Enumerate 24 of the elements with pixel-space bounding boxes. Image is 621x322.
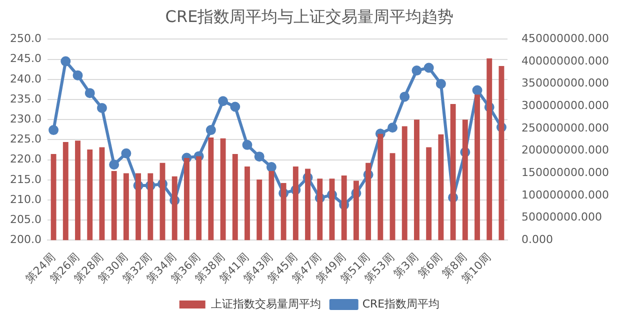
y2-tick-label: 250000000.000 xyxy=(522,121,610,134)
y-tick-label: 215.0 xyxy=(10,172,42,186)
legend-label: 上证指数交易量周平均 xyxy=(210,297,321,310)
y-tick-label: 205.0 xyxy=(10,212,42,226)
y-tick-label: 235.0 xyxy=(10,92,42,106)
y2-tick-label: 400000000.000 xyxy=(522,54,610,68)
y-tick-label: 250.0 xyxy=(10,32,42,46)
y-tick-label: 210.0 xyxy=(10,192,42,206)
y-tick-label: 230.0 xyxy=(10,112,42,126)
y-tick-label: 245.0 xyxy=(10,52,42,66)
y2-tick-label: 200000000.000 xyxy=(522,144,610,157)
y2-tick-label: 450000000.000 xyxy=(522,32,610,46)
y2-tick-label: 50000000.000 xyxy=(522,210,602,224)
y2-tick-label: 0.000 xyxy=(522,233,554,246)
y2-tick-label: 350000000.000 xyxy=(522,76,610,90)
y-tick-label: 220.0 xyxy=(10,152,42,166)
y-tick-label: 225.0 xyxy=(10,132,42,146)
y2-tick-label: 150000000.000 xyxy=(522,166,610,180)
legend-label: CRE指数周平均 xyxy=(362,297,440,310)
y-tick-label: 240.0 xyxy=(10,72,42,86)
chart-title: CRE指数周平均与上证交易量周平均趋势 xyxy=(165,6,454,26)
y2-tick-label: 100000000.000 xyxy=(522,188,610,202)
y-tick-label: 200.0 xyxy=(10,233,42,246)
y2-tick-label: 300000000.000 xyxy=(522,99,610,112)
